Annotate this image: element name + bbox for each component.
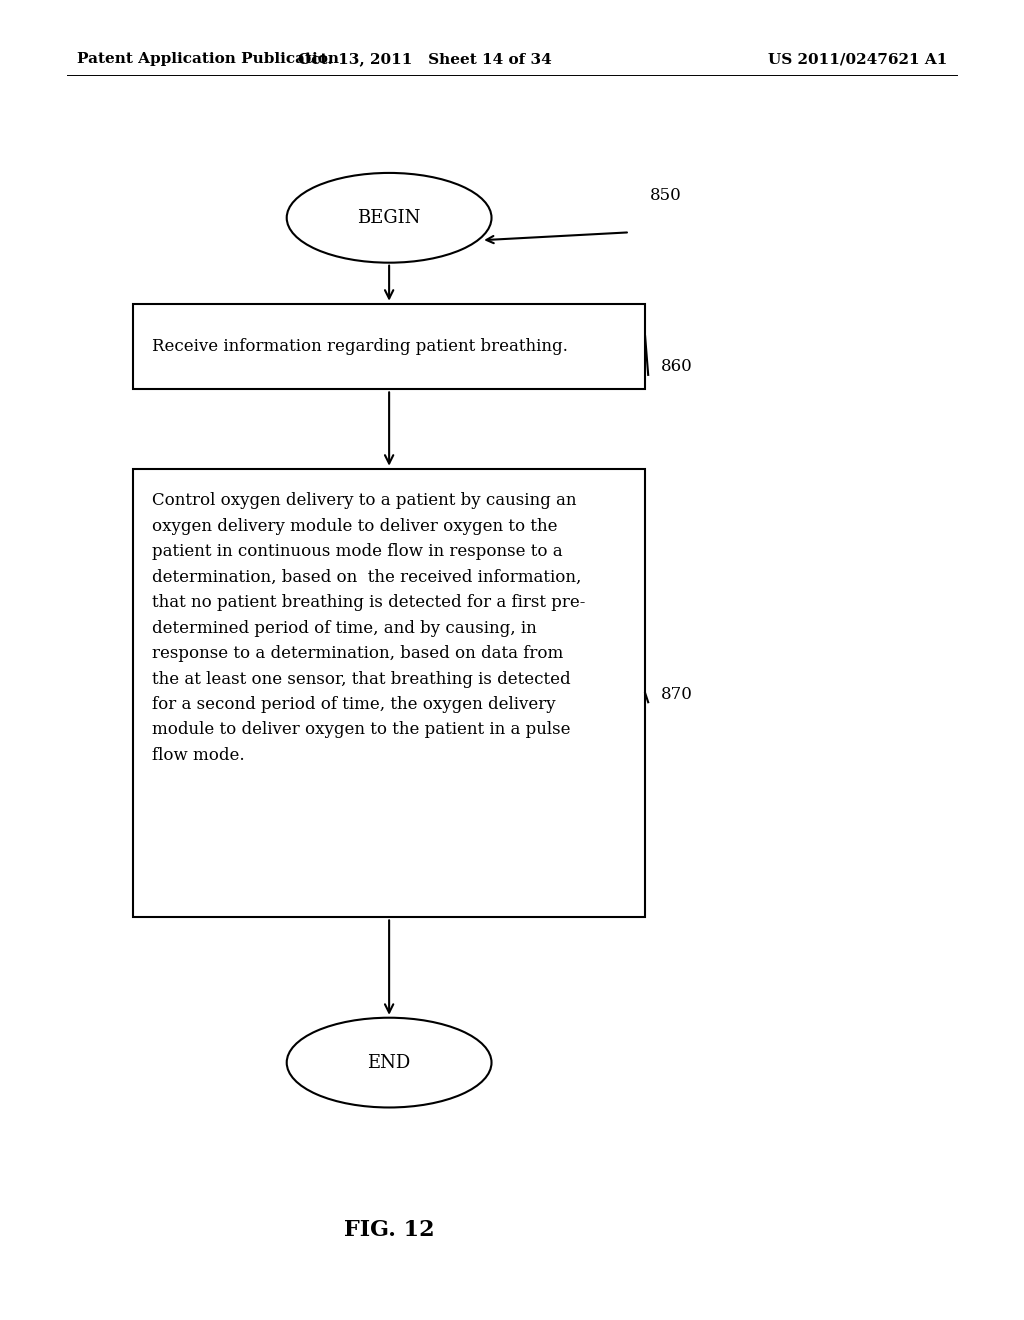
- Bar: [133, 304, 645, 389]
- Text: Oct. 13, 2011   Sheet 14 of 34: Oct. 13, 2011 Sheet 14 of 34: [298, 53, 552, 66]
- Text: 860: 860: [660, 359, 692, 375]
- Bar: [133, 469, 645, 917]
- Text: Patent Application Publication: Patent Application Publication: [77, 53, 339, 66]
- Text: BEGIN: BEGIN: [357, 209, 421, 227]
- Text: 870: 870: [660, 686, 692, 702]
- Text: Receive information regarding patient breathing.: Receive information regarding patient br…: [152, 338, 567, 355]
- Text: FIG. 12: FIG. 12: [344, 1220, 434, 1241]
- Text: Control oxygen delivery to a patient by causing an
oxygen delivery module to del: Control oxygen delivery to a patient by …: [152, 492, 585, 764]
- Text: 850: 850: [650, 187, 682, 203]
- Text: US 2011/0247621 A1: US 2011/0247621 A1: [768, 53, 947, 66]
- Text: END: END: [368, 1053, 411, 1072]
